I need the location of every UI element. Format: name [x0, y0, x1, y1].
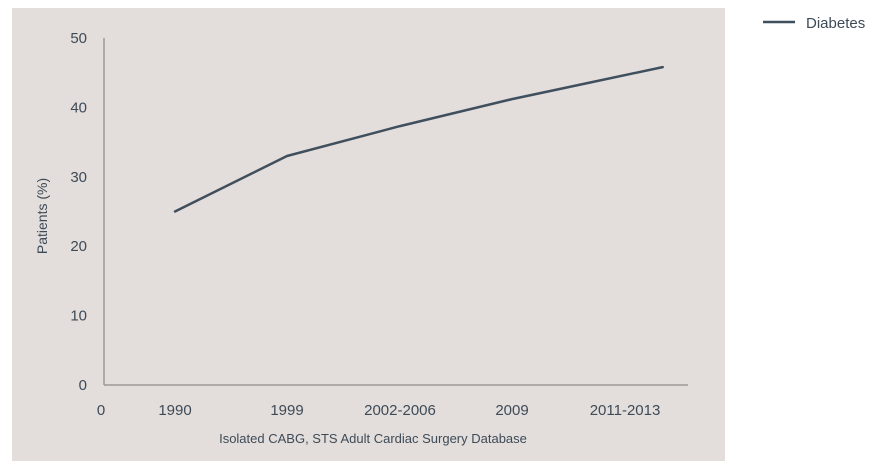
x-tick-label: 1990: [158, 402, 191, 419]
y-tick-label: 0: [79, 377, 87, 394]
y-tick-label: 10: [70, 308, 87, 325]
legend-label-diabetes: Diabetes: [806, 15, 865, 32]
x-tick-labels: 0 1990 1999 2002-2006 2009 2011-2013: [97, 402, 660, 419]
y-tick-labels: 0 10 20 30 40 50: [70, 30, 87, 394]
y-tick-label: 30: [70, 169, 87, 186]
y-tick-label: 50: [70, 30, 87, 47]
x-tick-label-origin: 0: [97, 402, 105, 419]
x-tick-label: 2011-2013: [590, 402, 661, 419]
x-axis-label: Isolated CABG, STS Adult Cardiac Surgery…: [219, 431, 527, 446]
series-line-diabetes: [173, 65, 664, 213]
x-tick-label: 1999: [270, 402, 303, 419]
x-tick-label: 2009: [495, 402, 528, 419]
y-axis-label: Patients (%): [34, 178, 50, 254]
legend: Diabetes: [763, 15, 865, 32]
y-tick-label: 40: [70, 99, 87, 116]
x-tick-label: 2002-2006: [364, 402, 436, 419]
series-layer: [173, 65, 664, 213]
y-tick-label: 20: [70, 238, 87, 255]
axes: [103, 38, 688, 386]
